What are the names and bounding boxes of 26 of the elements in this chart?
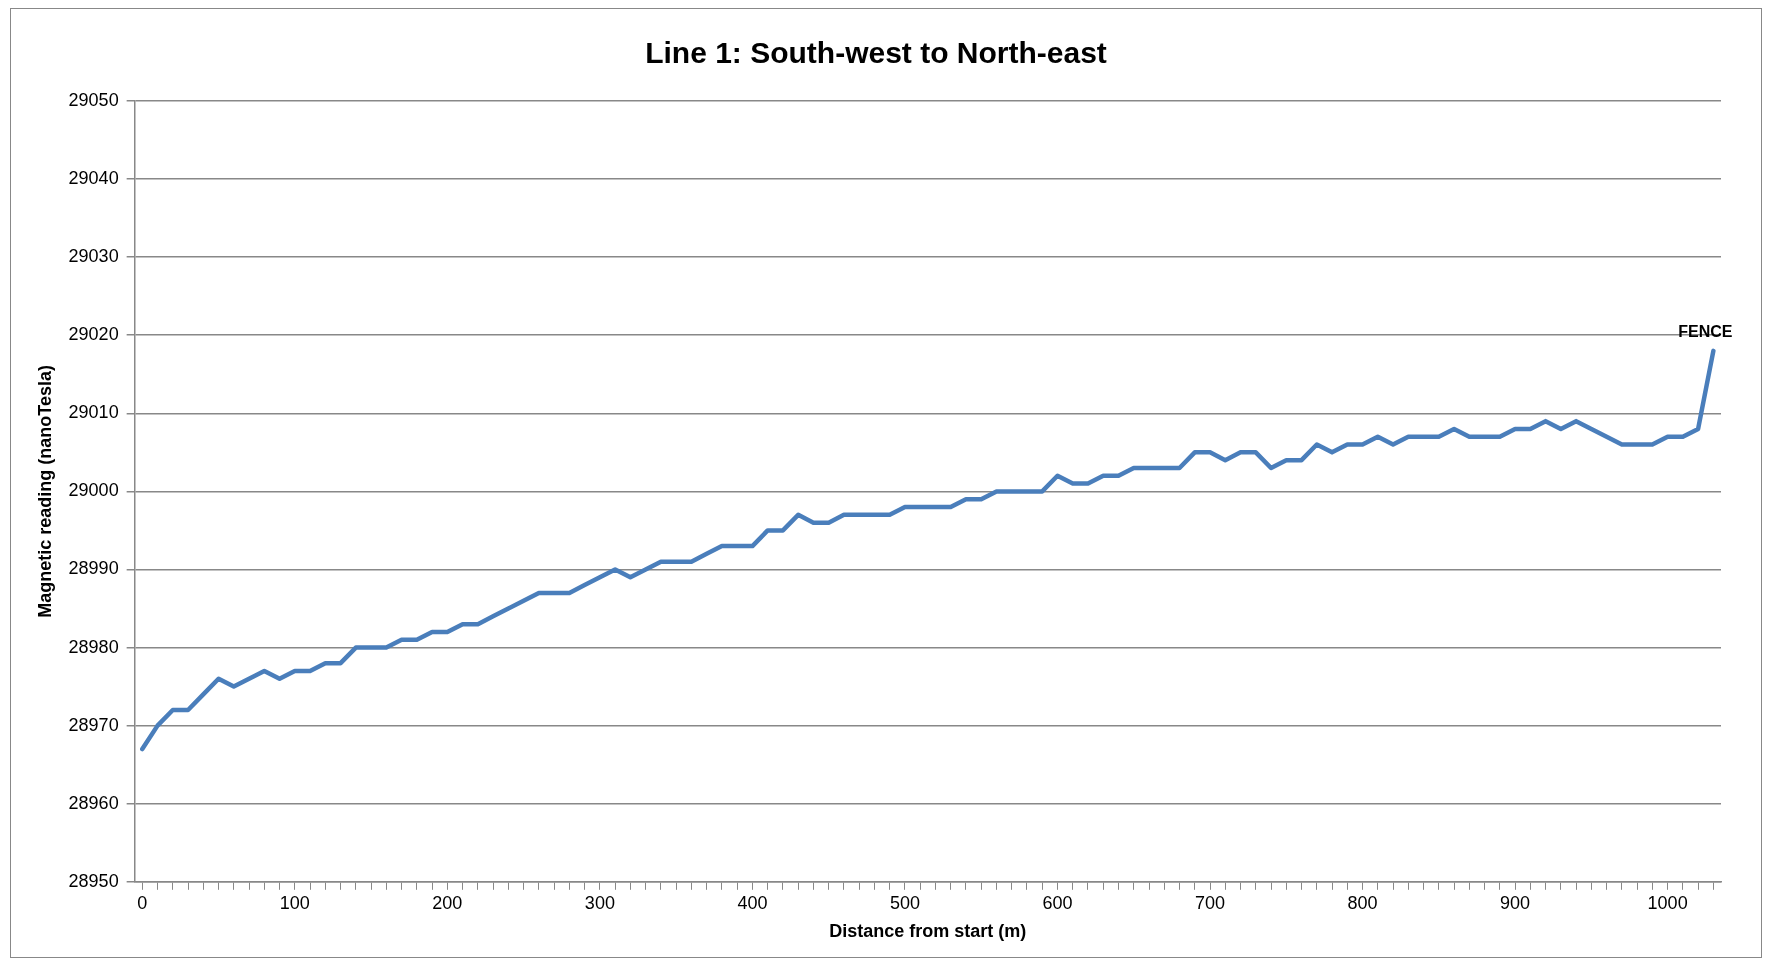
x-tick-label: 400 bbox=[737, 892, 768, 913]
y-tick-label: 28970 bbox=[68, 714, 119, 735]
y-tick-label: 29050 bbox=[68, 89, 119, 110]
x-tick-label: 1000 bbox=[1647, 892, 1688, 913]
y-tick-label: 29020 bbox=[68, 324, 119, 345]
x-tick-label: 0 bbox=[137, 892, 148, 913]
x-tick-label: 300 bbox=[584, 892, 615, 913]
x-tick-label: 700 bbox=[1194, 892, 1226, 913]
y-tick-label: 28950 bbox=[68, 870, 119, 891]
y-axis-title: Magnetic reading (nanoTesla) bbox=[34, 365, 55, 618]
y-tick-label: 29040 bbox=[68, 168, 119, 189]
y-tick-label: 28990 bbox=[68, 558, 119, 579]
x-tick-label: 900 bbox=[1500, 892, 1531, 913]
y-tick-label: 28980 bbox=[68, 636, 119, 657]
y-tick-label: 29030 bbox=[68, 246, 119, 267]
x-tick-label: 100 bbox=[279, 892, 310, 913]
x-tick-label: 500 bbox=[889, 892, 920, 913]
x-tick-label: 200 bbox=[432, 892, 463, 913]
x-tick-label: 800 bbox=[1347, 892, 1378, 913]
chart-title: Line 1: South-west to North-east bbox=[645, 36, 1107, 70]
x-tick-label: 600 bbox=[1042, 892, 1073, 913]
y-tick-label: 28960 bbox=[68, 792, 119, 813]
annotation: FENCE bbox=[1678, 323, 1733, 341]
y-tick-label: 29000 bbox=[68, 480, 119, 501]
x-axis-title: Distance from start (m) bbox=[829, 921, 1027, 942]
y-tick-label: 29010 bbox=[68, 402, 119, 423]
